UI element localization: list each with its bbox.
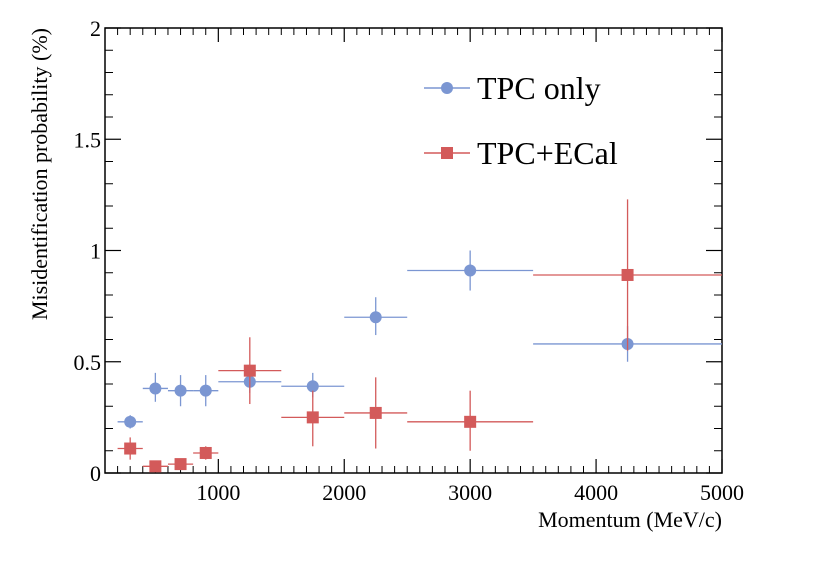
x-tick-label: 5000 (700, 480, 744, 505)
legend-label-tpc-ecal: TPC+ECal (477, 135, 618, 171)
plot-frame (104, 27, 723, 474)
data-point-square (149, 460, 162, 473)
tick-labels: 1000 2000 3000 4000 5000 0 0.5 1 1.5 2 (74, 16, 745, 505)
y-tick-label: 1 (90, 239, 101, 264)
legend-label-tpc-only: TPC only (477, 70, 601, 106)
data-point-square (174, 458, 187, 471)
data-point-circle (199, 384, 212, 397)
y-tick-label: 0 (90, 461, 101, 486)
y-tick-label: 0.5 (74, 350, 102, 375)
y-tick-label: 2 (90, 16, 101, 41)
x-tick-label: 4000 (574, 480, 618, 505)
data-point-square (621, 268, 634, 281)
minor-ticks (105, 28, 722, 473)
data-point-square (306, 411, 319, 424)
data-point-circle (124, 415, 137, 428)
legend-marker-circle-icon (441, 82, 453, 94)
x-tick-label: 1000 (196, 480, 240, 505)
data-point-circle (149, 382, 162, 395)
data-point-circle (174, 384, 187, 397)
legend-item-tpc-only: TPC only (424, 70, 601, 106)
y-tick-label: 1.5 (74, 127, 102, 152)
legend-item-tpc-ecal: TPC+ECal (424, 135, 618, 171)
data-point-square (243, 364, 256, 377)
data-point-circle (306, 380, 319, 393)
legend-marker-square-icon (441, 147, 453, 159)
x-tick-label: 2000 (322, 480, 366, 505)
legend: TPC only TPC+ECal (424, 70, 618, 171)
series-layer (117, 199, 722, 473)
x-tick-label: 3000 (448, 480, 492, 505)
data-point-square (199, 446, 212, 459)
data-point-circle (369, 311, 382, 324)
data-point-square (369, 406, 382, 419)
y-axis-title: Misidentification probability (%) (27, 28, 52, 320)
data-point-square (124, 442, 137, 455)
major-ticks (105, 27, 723, 474)
data-point-circle (464, 264, 477, 277)
data-point-square (464, 415, 477, 428)
series-tpc-ecal (117, 199, 722, 473)
x-axis-title: Momentum (MeV/c) (538, 507, 722, 532)
